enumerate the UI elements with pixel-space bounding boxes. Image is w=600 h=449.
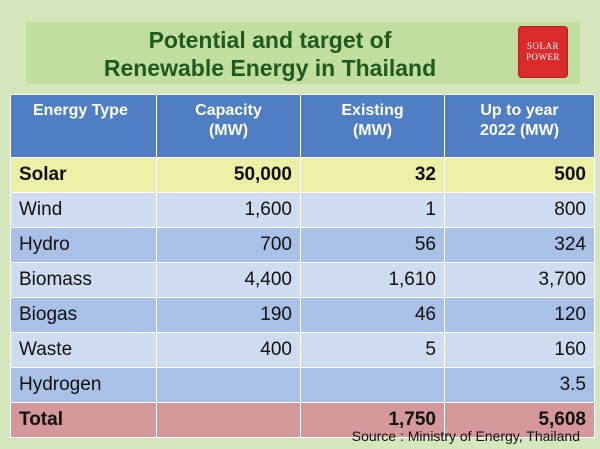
table-row-biogas: Biogas 190 46 120	[10, 297, 595, 333]
cell-capacity: 50,000	[156, 157, 301, 193]
table-row-hydro: Hydro 700 56 324	[10, 227, 595, 263]
table-header-row: Energy Type Capacity (MW) Existing (MW) Up…	[10, 94, 595, 158]
cell-capacity: 700	[156, 227, 301, 263]
cell-target: 160	[444, 332, 595, 368]
cell-capacity	[156, 402, 301, 438]
cell-type: Solar	[10, 157, 157, 193]
cell-existing: 32	[300, 157, 445, 193]
header-target-2022: Up to year 2022 (MW)	[444, 94, 595, 158]
cell-target: 324	[444, 227, 595, 263]
cell-target: 3,700	[444, 262, 595, 298]
cell-type: Biogas	[10, 297, 157, 333]
header-energy-type: Energy Type	[10, 94, 157, 158]
cell-existing: 1,610	[300, 262, 445, 298]
table-row-wind: Wind 1,600 1 800	[10, 192, 595, 228]
cell-existing: 1	[300, 192, 445, 228]
table-row-solar: Solar 50,000 32 500	[10, 157, 595, 193]
cell-capacity: 1,600	[156, 192, 301, 228]
cell-type: Total	[10, 402, 157, 438]
header-capacity: Capacity (MW)	[156, 94, 301, 158]
cell-capacity	[156, 367, 301, 403]
cell-capacity: 400	[156, 332, 301, 368]
renewable-energy-table: Energy Type Capacity (MW) Existing (MW) Up…	[10, 94, 595, 438]
title-line-2: Renewable Energy in Thailand	[103, 55, 437, 81]
cell-type: Biomass	[10, 262, 157, 298]
cell-type: Hydro	[10, 227, 157, 263]
cell-type: Hydrogen	[10, 367, 157, 403]
source-note: Source : Ministry of Energy, Thailand	[351, 428, 580, 444]
logo-line-2: POWER	[526, 52, 560, 62]
table-row-hydrogen: Hydrogen 3.5	[10, 367, 595, 403]
table-row-biomass: Biomass 4,400 1,610 3,700	[10, 262, 595, 298]
cell-type: Waste	[10, 332, 157, 368]
table-row-waste: Waste 400 5 160	[10, 332, 595, 368]
cell-target: 500	[444, 157, 595, 193]
title-line-1: Potential and target of	[148, 27, 392, 53]
logo-line-1: SOLAR	[526, 41, 559, 51]
solar-power-logo: SOLAR POWER	[518, 26, 568, 78]
cell-capacity: 4,400	[156, 262, 301, 298]
cell-existing	[300, 367, 445, 403]
page-title: Potential and target of Renewable Energy…	[40, 26, 500, 82]
cell-target: 3.5	[444, 367, 595, 403]
cell-target: 120	[444, 297, 595, 333]
cell-target: 800	[444, 192, 595, 228]
cell-target: 5,608	[444, 402, 595, 438]
cell-capacity: 190	[156, 297, 301, 333]
table-row-total: Total 1,750 5,608	[10, 402, 595, 438]
cell-existing: 56	[300, 227, 445, 263]
header-existing: Existing (MW)	[300, 94, 445, 158]
title-band	[26, 22, 580, 84]
cell-existing: 5	[300, 332, 445, 368]
cell-type: Wind	[10, 192, 157, 228]
cell-existing: 46	[300, 297, 445, 333]
